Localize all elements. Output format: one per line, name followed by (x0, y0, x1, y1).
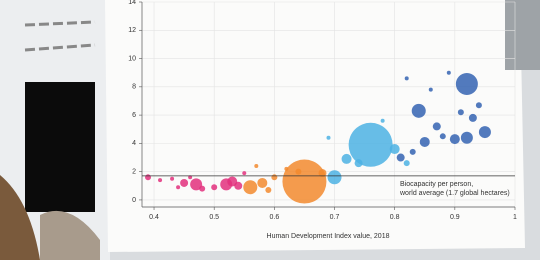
y-tick-label: 0 (132, 197, 136, 204)
y-tick-label: 8 (132, 84, 136, 91)
bubble (429, 88, 433, 92)
bubble (349, 123, 393, 167)
bubble (456, 73, 478, 95)
bubble (282, 160, 326, 204)
bubble (254, 164, 258, 168)
x-tick-label: 0.8 (390, 214, 400, 221)
x-tick-label: 0.9 (450, 214, 460, 221)
bubble (355, 159, 363, 167)
bubble (458, 109, 464, 115)
bubble (397, 154, 405, 162)
chart-paper (105, 0, 525, 252)
bubble (342, 154, 352, 164)
y-tick-label: 4 (132, 140, 136, 147)
bubble (242, 171, 246, 175)
bubble (410, 149, 416, 155)
bubble (170, 177, 174, 181)
bubble (390, 144, 400, 154)
bubble (243, 180, 257, 194)
bubble (433, 122, 441, 130)
x-tick-label: 1 (513, 214, 517, 221)
x-tick-label: 0.5 (209, 214, 219, 221)
photo: Human Development Index value, 2018 0 2 4 6… (0, 0, 540, 260)
bubble (234, 182, 242, 190)
bubble (469, 114, 477, 122)
corner (505, 0, 540, 70)
bubble (381, 119, 385, 123)
bubble (158, 178, 162, 182)
y-tick-label: 10 (128, 55, 136, 62)
y-tick-label: 14 (128, 0, 136, 6)
y-tick-label: 2 (132, 168, 136, 175)
bubble (440, 133, 446, 139)
bubble (271, 174, 277, 180)
bubble (211, 184, 217, 190)
y-tick-label: 12 (128, 27, 136, 34)
bubble (327, 136, 331, 140)
bubble (479, 126, 491, 138)
x-axis-label: Human Development Index value, 2018 (267, 233, 390, 240)
dark-panel (25, 82, 95, 212)
bubble (265, 187, 271, 193)
bubble (476, 102, 482, 108)
bubble (199, 186, 205, 192)
bubble (450, 134, 460, 144)
x-tick-label: 0.7 (330, 214, 340, 221)
bubble (461, 132, 473, 144)
x-tick-label: 0.6 (269, 214, 279, 221)
y-tick-label: 6 (132, 112, 136, 119)
bubble (328, 170, 342, 184)
bubble (404, 160, 410, 166)
bubble (412, 104, 426, 118)
x-tick-label: 0.4 (149, 214, 159, 221)
bubble (405, 76, 409, 80)
bubble (257, 178, 267, 188)
bubble (420, 137, 430, 147)
bubble (447, 71, 451, 75)
bubble (176, 185, 180, 189)
bubble (180, 179, 188, 187)
bubble (145, 174, 151, 180)
